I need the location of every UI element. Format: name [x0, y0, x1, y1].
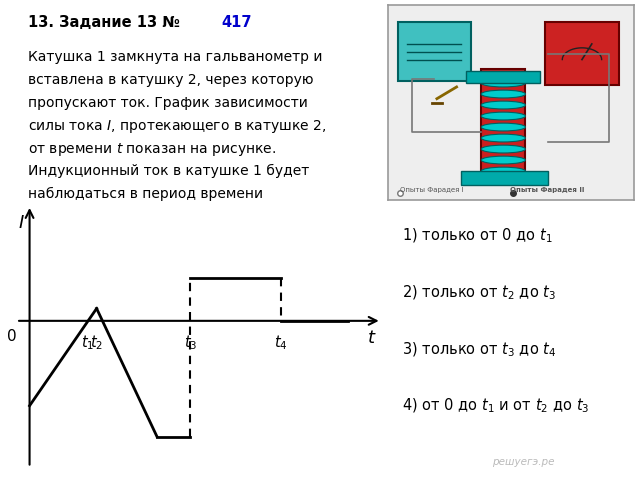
Text: вставлена в катушку 2, через которую: вставлена в катушку 2, через которую — [28, 72, 313, 87]
Text: от времени $t$ показан на рисунке.: от времени $t$ показан на рисунке. — [28, 141, 276, 158]
FancyBboxPatch shape — [481, 69, 525, 177]
Text: $t_3$: $t_3$ — [184, 333, 197, 352]
Text: $t_1$: $t_1$ — [81, 333, 94, 352]
Ellipse shape — [481, 134, 525, 142]
Text: $t_4$: $t_4$ — [274, 333, 288, 352]
Text: Индукционный ток в катушке 1 будет: Индукционный ток в катушке 1 будет — [28, 164, 309, 178]
Text: пропускают ток. График зависимости: пропускают ток. График зависимости — [28, 96, 307, 109]
Ellipse shape — [481, 156, 525, 164]
Ellipse shape — [481, 101, 525, 109]
Text: 3) только от $t_3$ до $t_4$: 3) только от $t_3$ до $t_4$ — [403, 340, 557, 359]
FancyBboxPatch shape — [545, 23, 619, 85]
FancyBboxPatch shape — [397, 23, 471, 81]
Text: наблюдаться в период времени: наблюдаться в период времени — [28, 187, 262, 201]
Ellipse shape — [481, 145, 525, 153]
Text: 13. Задание 13 №: 13. Задание 13 № — [28, 14, 184, 30]
Text: 1) только от 0 до $t_1$: 1) только от 0 до $t_1$ — [403, 227, 553, 245]
FancyBboxPatch shape — [461, 171, 548, 185]
Text: силы тока $I$, протекающего в катушке 2,: силы тока $I$, протекающего в катушке 2, — [28, 119, 326, 135]
Ellipse shape — [481, 123, 525, 131]
Text: Опыты Фарадея I: Опыты Фарадея I — [400, 187, 464, 192]
Text: 4) от 0 до $t_1$ и от $t_2$ до $t_3$: 4) от 0 до $t_1$ и от $t_2$ до $t_3$ — [403, 397, 590, 415]
Text: $I$: $I$ — [18, 215, 24, 232]
Text: 0: 0 — [7, 329, 17, 344]
Ellipse shape — [481, 167, 525, 175]
FancyBboxPatch shape — [467, 72, 540, 83]
Text: 417: 417 — [221, 14, 252, 30]
Ellipse shape — [481, 90, 525, 98]
Ellipse shape — [481, 79, 525, 87]
Text: $t$: $t$ — [367, 329, 376, 348]
Ellipse shape — [481, 112, 525, 120]
Text: 2) только от $t_2$ до $t_3$: 2) только от $t_2$ до $t_3$ — [403, 283, 557, 302]
Text: $t_2$: $t_2$ — [90, 333, 103, 352]
Text: Катушка 1 замкнута на гальванометр и: Катушка 1 замкнута на гальванометр и — [28, 50, 322, 64]
Text: Опыты Фарадея II: Опыты Фарадея II — [510, 187, 585, 192]
Text: решуегэ.ре: решуегэ.ре — [492, 457, 554, 467]
